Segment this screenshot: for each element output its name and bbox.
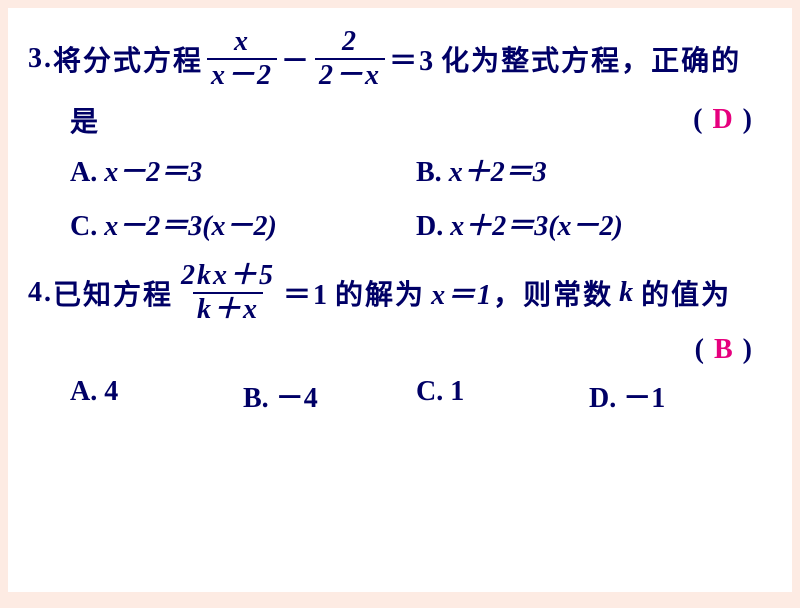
q4-stem-prefix: 已知方程 xyxy=(53,273,173,313)
option-text: x－2＝3(x－2) xyxy=(104,211,277,242)
q3-frac1-den: x－2 xyxy=(207,58,277,90)
option-text: x－2＝3 xyxy=(104,157,202,188)
q4-option-a: A. 4 xyxy=(70,376,243,416)
q4-frac-num: 2kx＋5 xyxy=(177,262,279,292)
q4-stem-sol: x＝1 xyxy=(431,273,493,313)
option-label: A. xyxy=(70,376,97,407)
q3-answer-paren: (D) xyxy=(693,104,762,136)
q3-option-a: A. x－2＝3 xyxy=(70,150,416,190)
q3-number: 3. xyxy=(28,43,53,75)
q4-stem-mid: 的解为 xyxy=(335,273,425,313)
option-text: －4 xyxy=(276,383,318,414)
q4-option-c: C. 1 xyxy=(416,376,589,416)
q3-fraction-1: x x－2 xyxy=(207,28,277,90)
option-text: 4 xyxy=(104,376,118,407)
worksheet-page: 3. 将分式方程 x x－2 － 2 2－x ＝3 化为整式方程，正确的 是 (… xyxy=(8,8,792,592)
q4-stem-end: 的值为 xyxy=(641,273,731,313)
option-label: B. xyxy=(243,383,269,414)
paren-open: ( xyxy=(693,104,712,135)
q3-minus: － xyxy=(281,39,311,79)
q4-eq-rhs: ＝1 xyxy=(283,273,329,313)
q3-eq-rhs: ＝3 xyxy=(389,39,435,79)
q3-options-row1: A. x－2＝3 B. x＋2＝3 xyxy=(28,150,762,190)
paren-close: ) xyxy=(743,104,762,135)
q3-frac2-den: 2－x xyxy=(315,58,385,90)
q4-stem-suffix: ，则常数 xyxy=(493,273,613,313)
option-label: C. xyxy=(416,376,443,407)
option-label: B. xyxy=(416,157,442,188)
q4-frac-den: k＋x xyxy=(193,292,263,324)
q3-stem-prefix: 将分式方程 xyxy=(53,39,203,79)
option-label: D. xyxy=(589,383,616,414)
option-text: x＋2＝3 xyxy=(449,157,547,188)
q4-stem-k: k xyxy=(619,277,635,309)
q3-stem-suffix: 化为整式方程，正确的 xyxy=(441,39,741,79)
q3-options-row2: C. x－2＝3(x－2) D. x＋2＝3(x－2) xyxy=(28,204,762,244)
option-label: A. xyxy=(70,157,97,188)
q4-options-row: A. 4 B. －4 C. 1 D. －1 xyxy=(28,376,762,416)
option-text: 1 xyxy=(450,376,464,407)
q3-frac2-num: 2 xyxy=(338,28,362,58)
q3-frac1-num: x xyxy=(230,28,254,58)
q4-option-b: B. －4 xyxy=(243,376,416,416)
paren-close: ) xyxy=(743,334,762,365)
q3-fraction-2: 2 2－x xyxy=(315,28,385,90)
q4-stem-line1: 4. 已知方程 2kx＋5 k＋x ＝1 的解为 x＝1 ，则常数 k 的值为 xyxy=(28,262,762,324)
q4-answer-line: (B) xyxy=(28,334,762,366)
q4-answer: B xyxy=(714,334,743,365)
q3-option-d: D. x＋2＝3(x－2) xyxy=(416,204,762,244)
option-label: C. xyxy=(70,211,97,242)
option-label: D. xyxy=(416,211,443,242)
q3-stem-line1: 3. 将分式方程 x x－2 － 2 2－x ＝3 化为整式方程，正确的 xyxy=(28,28,762,90)
q3-stem-line2: 是 (D) xyxy=(28,100,762,140)
q3-option-c: C. x－2＝3(x－2) xyxy=(70,204,416,244)
q4-answer-paren: (B) xyxy=(695,334,762,366)
q3-stem-line2-text: 是 xyxy=(70,100,100,140)
q4-number: 4. xyxy=(28,277,53,309)
option-text: －1 xyxy=(623,383,665,414)
q3-answer: D xyxy=(712,104,742,135)
q4-option-d: D. －1 xyxy=(589,376,762,416)
q3-option-b: B. x＋2＝3 xyxy=(416,150,762,190)
q4-fraction: 2kx＋5 k＋x xyxy=(177,262,279,324)
paren-open: ( xyxy=(695,334,714,365)
option-text: x＋2＝3(x－2) xyxy=(450,211,623,242)
